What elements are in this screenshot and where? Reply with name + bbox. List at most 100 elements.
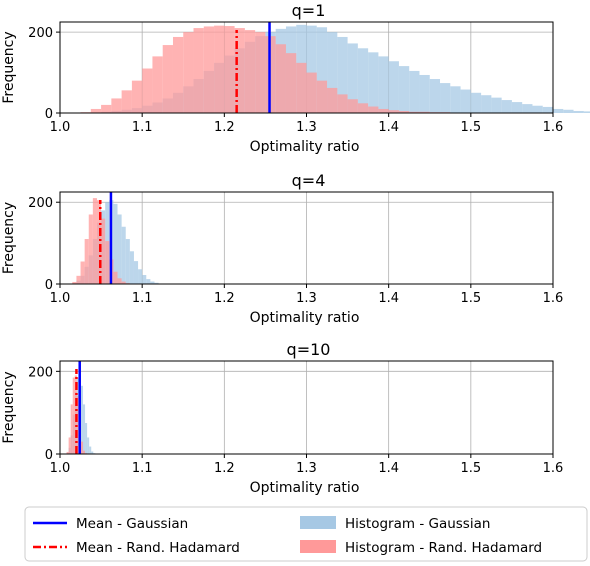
- panel-title: q=4: [292, 171, 326, 190]
- hist-hadamard-bar: [306, 72, 317, 113]
- hist-gaussian-bar: [429, 79, 441, 113]
- x-tick-label: 1.3: [296, 291, 317, 306]
- x-tick-label: 1.2: [214, 461, 235, 476]
- hist-hadamard-bar: [244, 30, 256, 113]
- x-axis-label: Optimality ratio: [250, 139, 360, 155]
- hist-gaussian-bar: [409, 70, 420, 113]
- legend-label-mean-gaussian: Mean - Gaussian: [76, 516, 188, 532]
- hist-gaussian-bar: [460, 89, 471, 113]
- hist-hadamard-bar: [275, 44, 286, 113]
- hist-gaussian-bar: [316, 27, 328, 113]
- hist-gaussian-bar: [146, 279, 151, 284]
- x-tick-label: 1.1: [132, 461, 153, 476]
- hist-gaussian-bar: [522, 104, 533, 113]
- hist-gaussian-bar: [553, 108, 564, 113]
- x-tick-label: 1.5: [460, 120, 481, 135]
- x-tick-label: 1.6: [543, 120, 564, 135]
- hist-gaussian-bar: [138, 269, 143, 284]
- x-tick-label: 1.4: [378, 120, 399, 135]
- hist-hadamard-bar: [388, 110, 399, 113]
- hist-gaussian-bar: [154, 282, 159, 284]
- hist-hadamard-bar: [337, 94, 348, 113]
- hist-hadamard-bar: [368, 106, 379, 113]
- hist-hadamard-bar: [234, 28, 245, 113]
- hist-hadamard-bar: [83, 450, 86, 454]
- x-tick-label: 1.6: [543, 461, 564, 476]
- hist-gaussian-bar: [87, 437, 90, 454]
- hist-gaussian-bar: [142, 275, 147, 284]
- hist-hadamard-bar: [101, 218, 106, 284]
- x-tick-label: 1.0: [50, 461, 71, 476]
- hist-hadamard-bar: [327, 87, 338, 113]
- hist-hadamard-bar: [224, 26, 235, 113]
- hist-gaussian-bar: [129, 251, 134, 284]
- hist-hadamard-bar: [142, 68, 153, 113]
- hist-hadamard-bar: [90, 108, 102, 113]
- hist-hadamard-bar: [255, 32, 266, 113]
- hist-gaussian-bar: [347, 43, 358, 113]
- hist-gaussian-bar: [357, 48, 369, 113]
- x-tick-label: 1.5: [460, 461, 481, 476]
- hist-hadamard-bar: [347, 99, 358, 113]
- hist-gaussian-bar: [83, 404, 86, 454]
- hist-hadamard-bar: [72, 281, 77, 284]
- hist-hadamard-bar: [172, 36, 184, 113]
- x-axis-label: Optimality ratio: [250, 480, 360, 496]
- hist-hadamard-bar: [398, 110, 410, 113]
- legend-label-hist-hadamard: Histogram - Rand. Hadamard: [345, 540, 542, 556]
- hist-gaussian-bar: [91, 451, 94, 454]
- hist-gaussian-bar: [511, 102, 523, 113]
- hist-gaussian-bar: [306, 25, 317, 113]
- hist-gaussian-bar: [532, 105, 543, 113]
- hist-gaussian-bar: [150, 281, 155, 284]
- x-tick-label: 1.6: [543, 291, 564, 306]
- hist-hadamard-bar: [80, 261, 85, 284]
- hist-hadamard-bar: [121, 281, 126, 284]
- hist-hadamard-bar: [105, 241, 110, 284]
- hist-gaussian-bar: [368, 52, 379, 113]
- hist-hadamard-bar: [131, 80, 143, 113]
- hist-hadamard-bar: [296, 62, 307, 113]
- hist-hadamard-bar: [121, 90, 132, 113]
- panel-1: 1.0 1.1 1.2 1.3 1.4 1.5 1.6 0 200 Optimality rati…: [1, 1, 590, 155]
- hist-hadamard-bar: [88, 214, 93, 284]
- hist-hadamard-bar: [70, 404, 73, 454]
- hist-hadamard-bar: [68, 437, 71, 454]
- x-tick-label: 1.4: [378, 291, 399, 306]
- hist-gaussian-bar: [542, 106, 553, 113]
- hist-hadamard-bar: [409, 111, 420, 113]
- hist-gaussian-bar: [501, 100, 512, 113]
- y-tick-label: 200: [28, 196, 53, 211]
- x-tick-label: 1.0: [50, 120, 71, 135]
- x-tick-label: 1.2: [214, 291, 235, 306]
- hist-hadamard-bar: [214, 25, 225, 113]
- hist-hadamard-bar: [419, 111, 430, 113]
- hist-gaussian-bar: [388, 61, 399, 113]
- legend-label-mean-hadamard: Mean - Rand. Hadamard: [76, 540, 240, 556]
- hist-hadamard-bar: [66, 451, 69, 454]
- y-axis-label: Frequency: [1, 371, 17, 443]
- panel-2: 1.0 1.1 1.2 1.3 1.4 1.5 1.6 0 200 Optimality rati…: [1, 171, 563, 326]
- x-tick-label: 1.4: [378, 461, 399, 476]
- hist-hadamard-bar: [117, 278, 122, 284]
- hist-gaussian-bar: [80, 385, 84, 454]
- panel-3: 1.0 1.1 1.2 1.3 1.4 1.5 1.6 0 200 Optimality rati…: [1, 340, 563, 496]
- x-tick-label: 1.3: [296, 461, 317, 476]
- hist-gaussian-bar: [440, 83, 451, 113]
- hist-hadamard-bar: [193, 28, 204, 113]
- y-axis-label: Frequency: [1, 31, 17, 103]
- hist-hadamard-bar: [111, 98, 122, 113]
- x-tick-label: 1.0: [50, 291, 71, 306]
- hist-gaussian-bar: [125, 239, 130, 284]
- hist-hadamard-bar: [203, 26, 215, 113]
- hist-gaussian-bar: [337, 36, 348, 113]
- hist-hadamard-bar: [316, 80, 328, 113]
- hist-hadamard-bar: [152, 56, 163, 113]
- hist-gaussian-bar: [85, 423, 88, 454]
- hist-hadamard-bar: [92, 198, 97, 284]
- hist-hadamard-bar: [113, 271, 118, 284]
- y-tick-label: 0: [45, 107, 53, 122]
- hist-hadamard-bar: [101, 104, 112, 113]
- hist-hadamard-bar: [72, 377, 75, 454]
